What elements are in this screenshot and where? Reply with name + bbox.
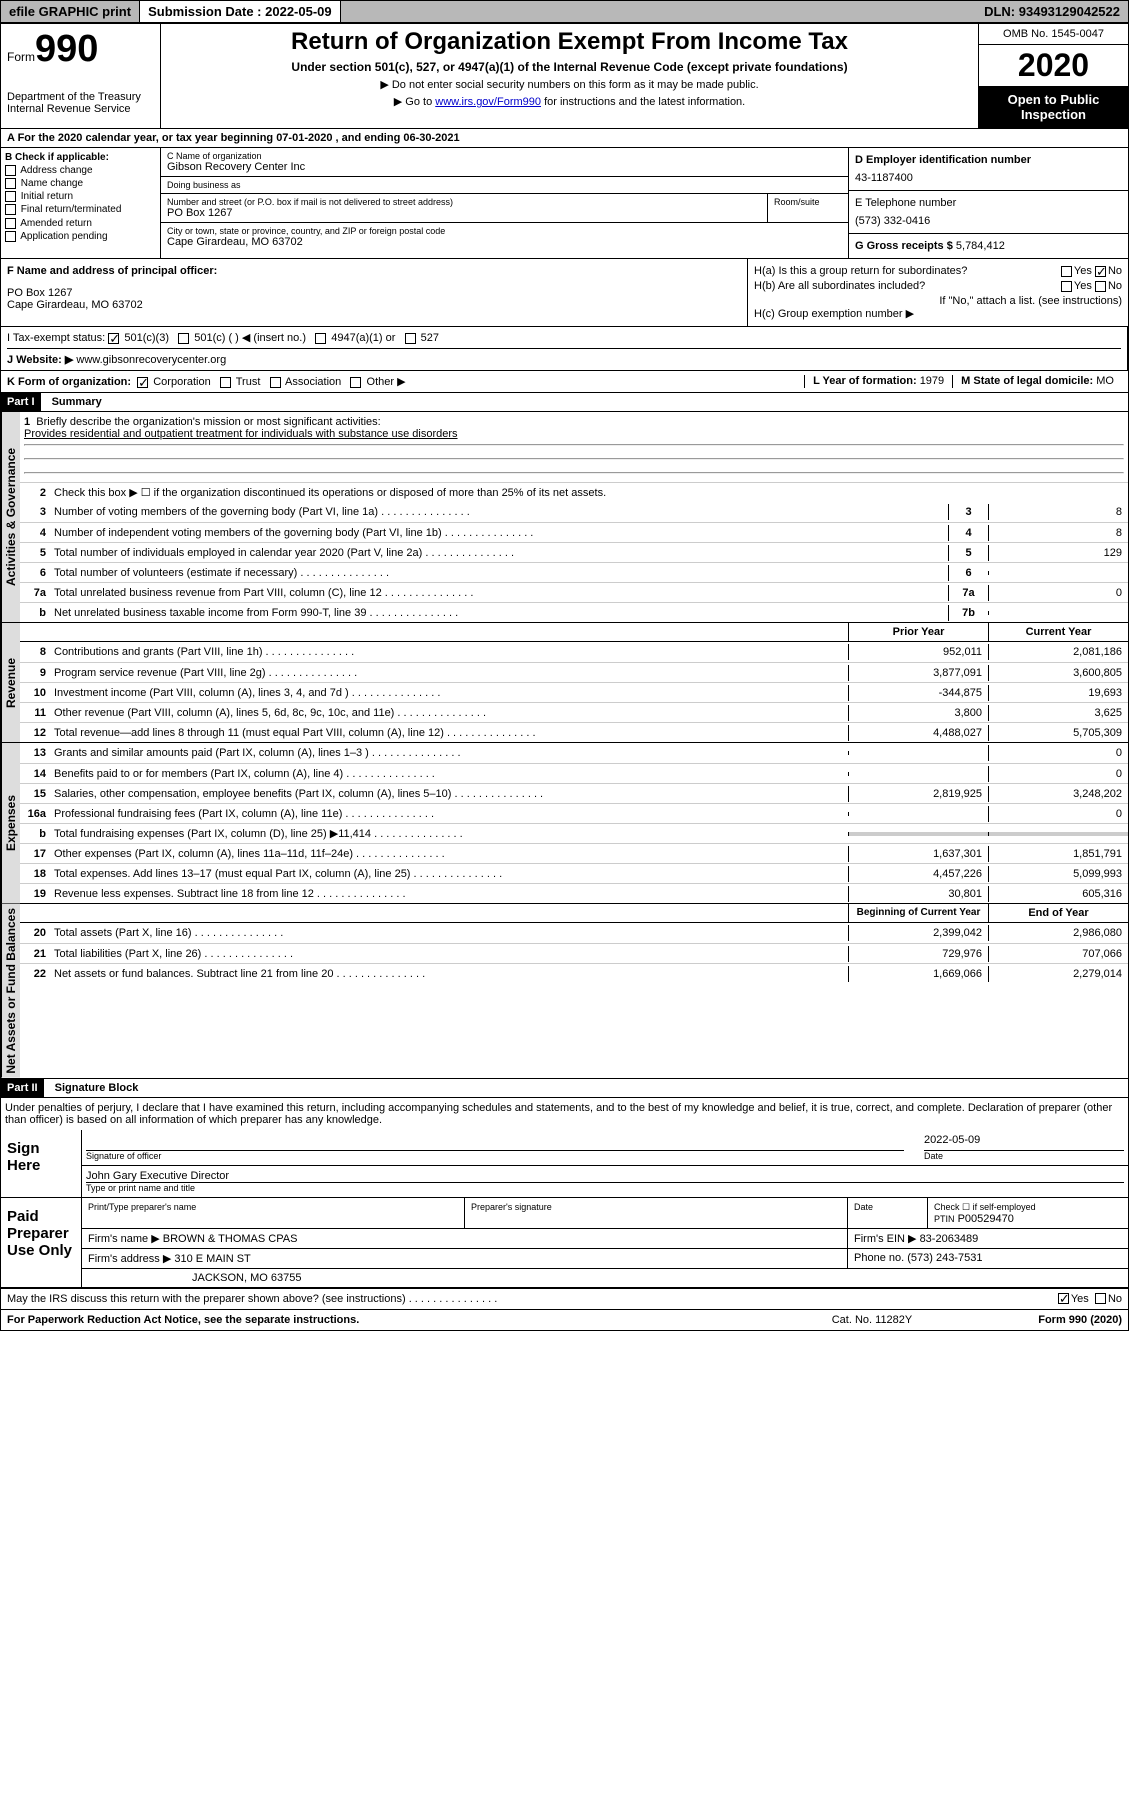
cb-final-return[interactable]: Final return/terminated xyxy=(5,204,156,215)
line-5: 5Total number of individuals employed in… xyxy=(20,542,1128,562)
line-12: 12Total revenue—add lines 8 through 11 (… xyxy=(20,722,1128,742)
line-b: bTotal fundraising expenses (Part IX, co… xyxy=(20,823,1128,843)
line-22: 22Net assets or fund balances. Subtract … xyxy=(20,963,1128,983)
section-f-h: F Name and address of principal officer:… xyxy=(1,259,1128,327)
omb-number: OMB No. 1545-0047 xyxy=(979,24,1128,45)
section-b-to-g: B Check if applicable: Address change Na… xyxy=(1,148,1128,259)
form-number: Form990 xyxy=(7,28,154,71)
principal-officer: F Name and address of principal officer:… xyxy=(1,259,748,326)
expenses-label: Expenses xyxy=(1,743,20,903)
line-6: 6Total number of volunteers (estimate if… xyxy=(20,562,1128,582)
line-16a: 16aProfessional fundraising fees (Part I… xyxy=(20,803,1128,823)
revenue-header: Prior Year Current Year xyxy=(20,623,1128,642)
website-note: ▶ Go to www.irs.gov/Form990 for instruct… xyxy=(165,95,974,108)
netassets-label: Net Assets or Fund Balances xyxy=(1,904,20,1078)
paid-preparer-row: Paid Preparer Use Only Print/Type prepar… xyxy=(1,1198,1128,1288)
row-i-j: I Tax-exempt status: 501(c)(3) 501(c) ( … xyxy=(1,327,1128,371)
irs-link[interactable]: www.irs.gov/Form990 xyxy=(435,96,541,108)
h-a: H(a) Is this a group return for subordin… xyxy=(754,265,1122,277)
discuss-row: May the IRS discuss this return with the… xyxy=(1,1288,1128,1309)
prep-name: Print/Type preparer's name xyxy=(82,1198,465,1229)
prep-ptin: Check ☐ if self-employed PTIN P00529470 xyxy=(928,1198,1128,1229)
h-b: H(b) Are all subordinates included? Yes … xyxy=(754,280,1122,292)
cb-amended[interactable]: Amended return xyxy=(5,218,156,229)
form-title: Return of Organization Exempt From Incom… xyxy=(165,28,974,56)
prep-date: Date xyxy=(848,1198,928,1229)
line-14: 14Benefits paid to or for members (Part … xyxy=(20,763,1128,783)
line-19: 19Revenue less expenses. Subtract line 1… xyxy=(20,883,1128,903)
governance-label: Activities & Governance xyxy=(1,412,20,622)
perjury-text: Under penalties of perjury, I declare th… xyxy=(1,1098,1128,1130)
part1-header: Part I Summary xyxy=(1,393,1128,412)
cb-address-change[interactable]: Address change xyxy=(5,165,156,176)
expenses-section: Expenses 13Grants and similar amounts pa… xyxy=(1,743,1128,904)
line-18: 18Total expenses. Add lines 13–17 (must … xyxy=(20,863,1128,883)
dept-label: Department of the Treasury Internal Reve… xyxy=(7,91,154,115)
line-21: 21Total liabilities (Part X, line 26)729… xyxy=(20,943,1128,963)
tax-exempt-status: I Tax-exempt status: 501(c)(3) 501(c) ( … xyxy=(7,331,1121,348)
sign-here-row: Sign Here Signature of officer 2022-05-0… xyxy=(1,1130,1128,1198)
org-name-block: C Name of organization Gibson Recovery C… xyxy=(161,148,848,177)
submission-date: Submission Date : 2022-05-09 xyxy=(139,1,341,22)
phone-block: E Telephone number (573) 332-0416 xyxy=(849,191,1128,234)
efile-label[interactable]: efile GRAPHIC print xyxy=(1,1,139,22)
line-2: 2Check this box ▶ ☐ if the organization … xyxy=(20,482,1128,502)
tax-year: 2020 xyxy=(979,45,1128,86)
line-20: 20Total assets (Part X, line 16)2,399,04… xyxy=(20,923,1128,943)
prep-sig: Preparer's signature xyxy=(465,1198,848,1229)
line-7a: 7aTotal unrelated business revenue from … xyxy=(20,582,1128,602)
line-4: 4Number of independent voting members of… xyxy=(20,522,1128,542)
dba-block: Doing business as xyxy=(161,177,848,194)
netassets-header: Beginning of Current Year End of Year xyxy=(20,904,1128,923)
part2-header: Part II Signature Block xyxy=(1,1079,1128,1098)
gross-receipts: G Gross receipts $ 5,784,412 xyxy=(849,234,1128,258)
inspection-label: Open to Public Inspection xyxy=(979,86,1128,128)
top-bar: efile GRAPHIC print Submission Date : 20… xyxy=(0,0,1129,23)
row-a-period: A For the 2020 calendar year, or tax yea… xyxy=(1,129,1128,148)
cb-initial-return[interactable]: Initial return xyxy=(5,191,156,202)
cb-name-change[interactable]: Name change xyxy=(5,178,156,189)
netassets-section: Net Assets or Fund Balances Beginning of… xyxy=(1,904,1128,1079)
form-header: Form990 Department of the Treasury Inter… xyxy=(1,24,1128,129)
line-b: bNet unrelated business taxable income f… xyxy=(20,602,1128,622)
room-block: Room/suite xyxy=(768,194,848,222)
col-b-checkboxes: B Check if applicable: Address change Na… xyxy=(1,148,161,258)
row-k-l-m: K Form of organization: Corporation Trus… xyxy=(1,371,1128,393)
cb-application[interactable]: Application pending xyxy=(5,231,156,242)
governance-section: Activities & Governance 1 Briefly descri… xyxy=(1,412,1128,623)
h-b-note: If "No," attach a list. (see instruction… xyxy=(754,295,1122,307)
line-11: 11Other revenue (Part VIII, column (A), … xyxy=(20,702,1128,722)
street-block: Number and street (or P.O. box if mail i… xyxy=(161,194,768,222)
line-15: 15Salaries, other compensation, employee… xyxy=(20,783,1128,803)
form-container: Form990 Department of the Treasury Inter… xyxy=(0,23,1129,1331)
line-3: 3Number of voting members of the governi… xyxy=(20,502,1128,522)
ein-block: D Employer identification number 43-1187… xyxy=(849,148,1128,191)
h-c: H(c) Group exemption number ▶ xyxy=(754,307,1122,320)
footer-row: For Paperwork Reduction Act Notice, see … xyxy=(1,1309,1128,1330)
line-10: 10Investment income (Part VIII, column (… xyxy=(20,682,1128,702)
form-subtitle: Under section 501(c), 527, or 4947(a)(1)… xyxy=(165,60,974,74)
revenue-label: Revenue xyxy=(1,623,20,742)
line-17: 17Other expenses (Part IX, column (A), l… xyxy=(20,843,1128,863)
ssn-note: ▶ Do not enter social security numbers o… xyxy=(165,78,974,91)
dln: DLN: 93493129042522 xyxy=(976,1,1128,22)
line-9: 9Program service revenue (Part VIII, lin… xyxy=(20,662,1128,682)
city-block: City or town, state or province, country… xyxy=(161,223,848,251)
revenue-section: Revenue Prior Year Current Year 8Contrib… xyxy=(1,623,1128,743)
line-8: 8Contributions and grants (Part VIII, li… xyxy=(20,642,1128,662)
line-13: 13Grants and similar amounts paid (Part … xyxy=(20,743,1128,763)
website-row: J Website: ▶ www.gibsonrecoverycenter.or… xyxy=(7,348,1121,366)
mission-block: 1 Briefly describe the organization's mi… xyxy=(20,412,1128,482)
